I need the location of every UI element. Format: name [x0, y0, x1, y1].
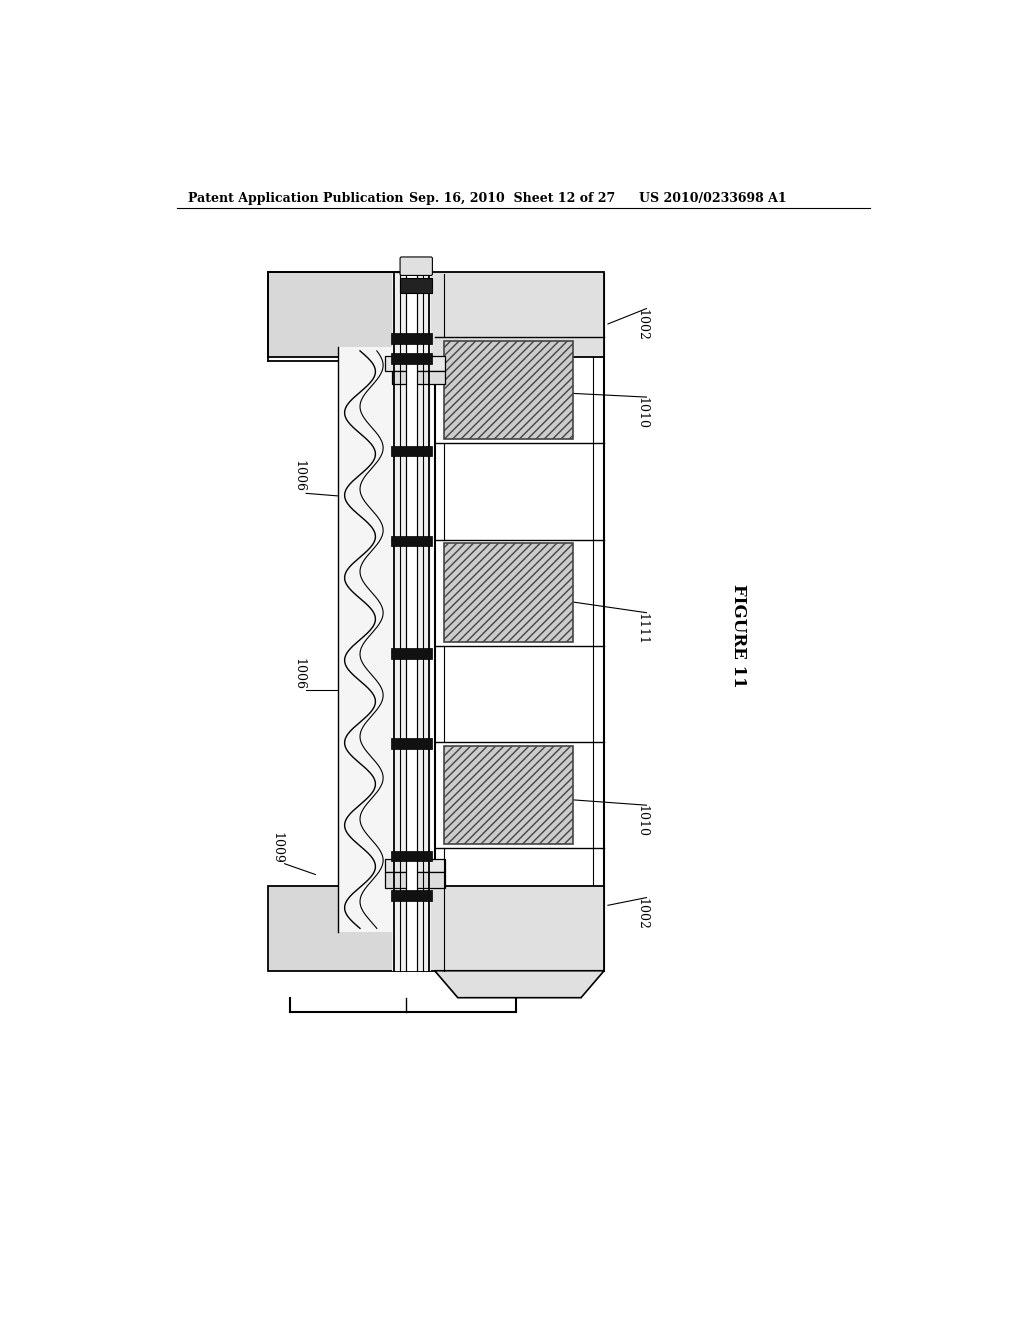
- Bar: [392, 371, 444, 384]
- Text: Patent Application Publication: Patent Application Publication: [188, 191, 403, 205]
- Text: 1009: 1009: [270, 832, 283, 863]
- Text: FIGURE 11: FIGURE 11: [730, 583, 748, 688]
- FancyBboxPatch shape: [400, 257, 432, 276]
- Bar: [400, 277, 432, 293]
- Bar: [422, 886, 604, 970]
- Text: 1006: 1006: [292, 657, 305, 689]
- Bar: [385, 355, 444, 371]
- Text: 1010: 1010: [635, 397, 648, 429]
- Bar: [435, 275, 604, 970]
- Bar: [339, 347, 394, 932]
- Bar: [391, 648, 432, 659]
- Text: 1010: 1010: [635, 805, 648, 837]
- Bar: [391, 354, 432, 364]
- Bar: [385, 873, 444, 887]
- Bar: [392, 275, 431, 970]
- Bar: [391, 890, 432, 900]
- Text: US 2010/0233698 A1: US 2010/0233698 A1: [639, 191, 786, 205]
- Text: 1002: 1002: [635, 898, 648, 929]
- Text: 1002: 1002: [635, 309, 648, 341]
- Bar: [407, 275, 417, 970]
- Text: Sep. 16, 2010  Sheet 12 of 27: Sep. 16, 2010 Sheet 12 of 27: [410, 191, 615, 205]
- Text: 1111: 1111: [635, 612, 648, 644]
- Bar: [391, 536, 432, 546]
- Bar: [444, 544, 573, 642]
- Bar: [391, 333, 432, 345]
- Bar: [391, 446, 432, 457]
- Bar: [385, 859, 444, 873]
- Bar: [391, 738, 432, 748]
- Bar: [391, 850, 432, 862]
- Bar: [422, 272, 604, 358]
- Text: 1006: 1006: [292, 459, 305, 492]
- Polygon shape: [435, 970, 604, 998]
- Bar: [267, 272, 422, 358]
- Bar: [267, 886, 422, 970]
- Bar: [444, 341, 573, 440]
- Bar: [444, 746, 573, 845]
